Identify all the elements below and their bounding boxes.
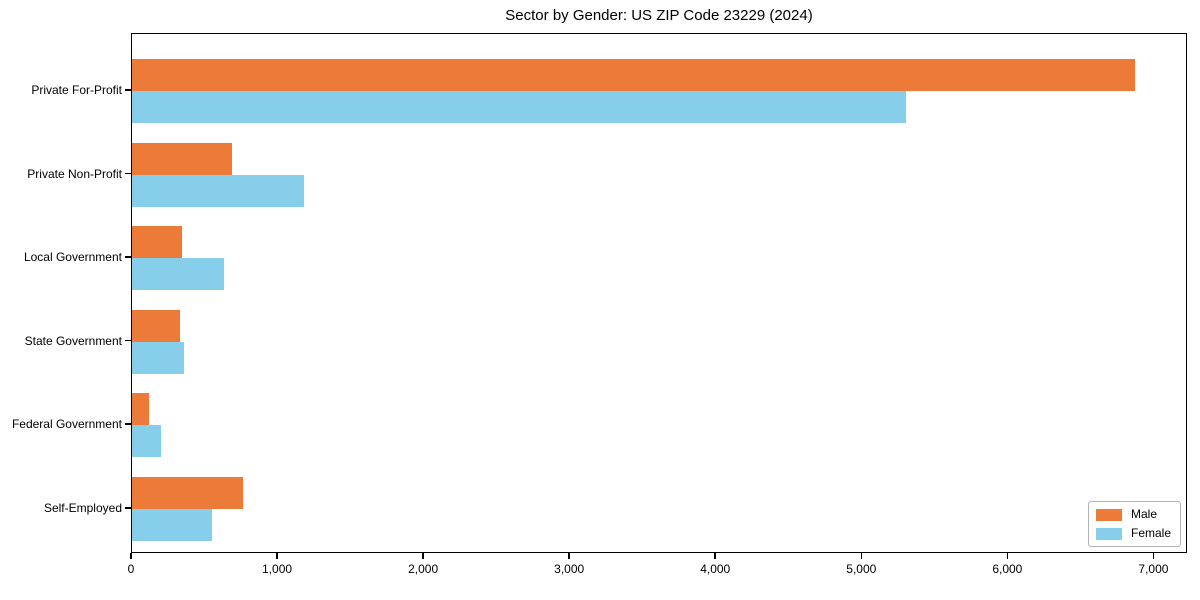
x-tick-mark	[714, 553, 716, 559]
x-tick-mark	[860, 553, 863, 559]
y-tick-label: State Government	[24, 333, 122, 348]
y-tick-label: Local Government	[23, 250, 122, 265]
x-tick-label: 2,000	[408, 562, 439, 576]
x-tick-label: 0	[127, 562, 135, 576]
chart-title: Sector by Gender: US ZIP Code 23229 (202…	[505, 7, 813, 24]
legend: Male Female	[1087, 501, 1181, 547]
y-tick-label: Federal Government	[11, 417, 122, 432]
legend-entry-female: Female	[1095, 526, 1171, 540]
x-tick-mark	[568, 553, 570, 559]
female-swatch-icon	[1095, 527, 1122, 540]
plot-area: Male Female	[131, 33, 1187, 553]
y-tick-mark	[125, 89, 131, 91]
x-tick-mark	[276, 553, 278, 559]
legend-label-female: Female	[1130, 526, 1171, 540]
bar-male-4	[132, 393, 149, 426]
y-tick-mark	[125, 256, 131, 258]
x-tick-label: 5,000	[846, 562, 877, 576]
y-tick-label: Private For-Profit	[31, 83, 122, 97]
y-tick-mark	[125, 507, 131, 509]
x-tick-label: 3,000	[554, 562, 585, 576]
x-tick-mark	[1006, 553, 1009, 559]
bar-male-1	[132, 142, 232, 175]
x-tick-label: 1,000	[262, 562, 293, 576]
bar-female-5	[132, 509, 213, 541]
x-tick-label: 7,000	[1138, 562, 1169, 576]
bar-male-5	[132, 477, 243, 509]
y-tick-label: Private Non-Profit	[27, 166, 122, 181]
bar-female-0	[132, 91, 907, 123]
x-tick-mark	[422, 553, 424, 559]
x-tick-label: 4,000	[700, 562, 731, 576]
bar-female-4	[132, 425, 162, 458]
y-tick-mark	[125, 423, 131, 425]
legend-label-male: Male	[1130, 507, 1157, 521]
y-tick-label: Self-Employed	[43, 501, 122, 515]
bar-female-3	[132, 341, 184, 374]
male-swatch-icon	[1095, 508, 1122, 521]
legend-entry-male: Male	[1095, 507, 1171, 521]
bar-male-0	[132, 59, 1136, 91]
y-tick-mark	[125, 172, 131, 175]
bar-male-3	[132, 309, 181, 342]
x-tick-label: 6,000	[992, 562, 1023, 576]
bar-female-1	[132, 174, 305, 207]
x-tick-mark	[1152, 553, 1155, 559]
y-tick-mark	[125, 339, 131, 342]
bar-female-2	[132, 258, 224, 291]
x-tick-mark	[130, 553, 132, 559]
bar-male-2	[132, 226, 182, 259]
